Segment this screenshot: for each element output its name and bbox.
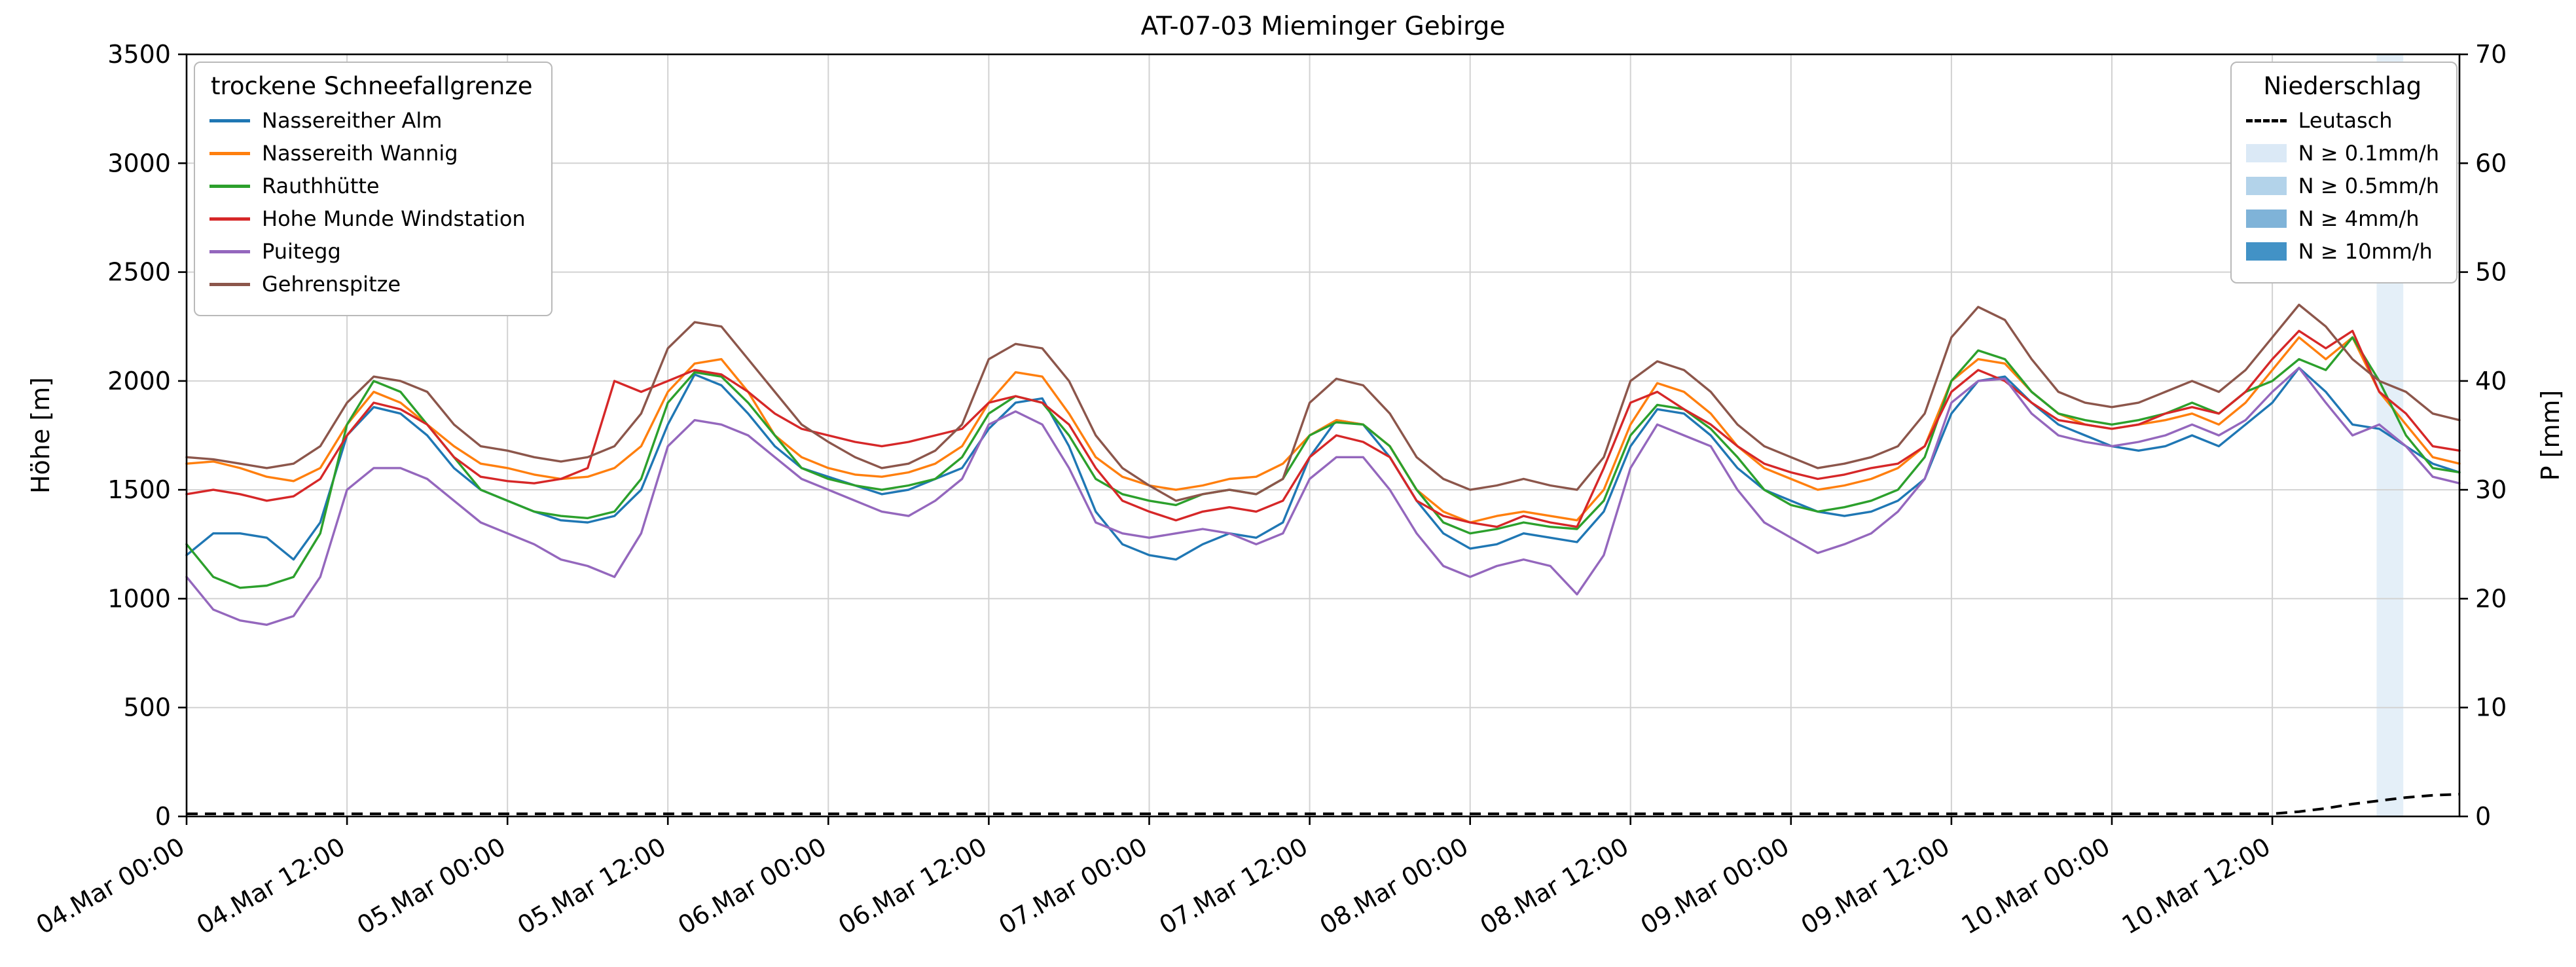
x-tick-label: 10.Mar 12:00 bbox=[2117, 832, 2276, 940]
legend-item-nassereith-wannig: Nassereith Wannig bbox=[209, 141, 534, 166]
legend-item-rauthh-tte: Rauthhütte bbox=[209, 173, 534, 198]
x-tick-label: 08.Mar 12:00 bbox=[1475, 832, 1633, 940]
y-left-tick-label: 2500 bbox=[107, 258, 171, 287]
series-hohe-munde-windstation bbox=[185, 329, 2461, 528]
legend-item-label: Nassereither Alm bbox=[262, 108, 443, 133]
y-axis-left-label: Höhe [m] bbox=[26, 376, 55, 494]
chart-title: AT-07-03 Mieminger Gebirge bbox=[1140, 12, 1506, 41]
x-tick-label: 09.Mar 12:00 bbox=[1796, 832, 1955, 940]
x-tick-label: 07.Mar 12:00 bbox=[1154, 832, 1313, 940]
legend-line-swatch bbox=[209, 184, 250, 188]
legend-patch-swatch bbox=[2245, 177, 2287, 195]
y-left-tick-label: 2000 bbox=[107, 367, 171, 395]
legend-item-label: N ≥ 10mm/h bbox=[2298, 239, 2433, 264]
legend-precipitation: Niederschlag Leutasch N ≥ 0.1mm/h N ≥ 0.… bbox=[2230, 62, 2458, 283]
legend-snowfall-items: Nassereither Alm Nassereith Wannig Rauth… bbox=[207, 108, 537, 297]
y-left-tick-label: 3500 bbox=[107, 40, 171, 69]
legend-item-puitegg: Puitegg bbox=[209, 239, 534, 264]
legend-item-label: Puitegg bbox=[262, 239, 341, 264]
legend-line-swatch bbox=[209, 217, 250, 221]
y-left-tick-label: 500 bbox=[123, 693, 171, 722]
legend-item-label: Hohe Munde Windstation bbox=[262, 206, 526, 231]
legend-line-swatch bbox=[209, 249, 250, 253]
legend-precipitation-items: Leutasch N ≥ 0.1mm/h N ≥ 0.5mm/h N ≥ 4mm… bbox=[2243, 108, 2442, 264]
y-right-tick-label: 20 bbox=[2475, 584, 2507, 613]
x-tick-label: 06.Mar 12:00 bbox=[833, 832, 992, 940]
legend-snowfall-title: trockene Schneefallgrenze bbox=[211, 72, 533, 100]
legend-line-swatch bbox=[209, 119, 250, 122]
y-right-tick-label: 70 bbox=[2475, 40, 2507, 69]
x-tick-label: 08.Mar 00:00 bbox=[1315, 832, 1473, 940]
plot-border bbox=[185, 53, 2461, 818]
series-gehrenspitze bbox=[185, 303, 2461, 502]
x-tick-label: 10.Mar 00:00 bbox=[1957, 832, 2115, 940]
y-right-tick-label: 60 bbox=[2475, 149, 2507, 177]
x-tick-label: 04.Mar 00:00 bbox=[31, 832, 190, 940]
y-left-tick-label: 3000 bbox=[107, 149, 171, 177]
legend-item-gehrenspitze: Gehrenspitze bbox=[209, 272, 534, 297]
legend-item-label: Nassereith Wannig bbox=[262, 141, 458, 166]
legend-precipitation-title: Niederschlag bbox=[2263, 72, 2422, 100]
legend-item-label: Rauthhütte bbox=[262, 173, 380, 198]
x-tick-label: 06.Mar 00:00 bbox=[673, 832, 831, 940]
legend-item-label: Leutasch bbox=[2298, 108, 2393, 133]
legend-item-label: N ≥ 0.5mm/h bbox=[2298, 173, 2439, 198]
y-left-tick-label: 1500 bbox=[107, 475, 171, 504]
legend-item-n-0-5mm-h: N ≥ 0.5mm/h bbox=[2245, 173, 2439, 198]
legend-line-swatch bbox=[209, 151, 250, 155]
series-puitegg bbox=[185, 367, 2461, 626]
y-right-tick-label: 30 bbox=[2475, 475, 2507, 504]
y-right-tick-label: 40 bbox=[2475, 367, 2507, 395]
legend-item-nassereither-alm: Nassereither Alm bbox=[209, 108, 534, 133]
legend-item-label: Gehrenspitze bbox=[262, 272, 401, 297]
x-tick-label: 05.Mar 12:00 bbox=[513, 832, 671, 940]
x-tick-label: 04.Mar 12:00 bbox=[192, 832, 350, 940]
series-rauthh-tte bbox=[185, 336, 2461, 589]
y-left-tick-label: 1000 bbox=[107, 584, 171, 613]
series-leutasch-precip bbox=[187, 793, 2460, 815]
x-tick-label: 07.Mar 00:00 bbox=[994, 832, 1152, 940]
legend-patch-swatch bbox=[2245, 210, 2287, 228]
legend-item-label: N ≥ 4mm/h bbox=[2298, 206, 2420, 231]
legend-item-n-10mm-h: N ≥ 10mm/h bbox=[2245, 239, 2439, 264]
x-tick-label: 09.Mar 00:00 bbox=[1636, 832, 1794, 940]
y-right-tick-label: 10 bbox=[2475, 693, 2507, 722]
legend-snowfall-line: trockene Schneefallgrenze Nassereither A… bbox=[194, 62, 553, 316]
series-nassereither-alm bbox=[185, 367, 2461, 561]
legend-item-label: N ≥ 0.1mm/h bbox=[2298, 141, 2439, 166]
legend-item-n-4mm-h: N ≥ 4mm/h bbox=[2245, 206, 2439, 231]
y-axis-right-label: P [mm] bbox=[2536, 390, 2565, 481]
y-right-tick-label: 50 bbox=[2475, 258, 2507, 287]
legend-item-hohe-munde-windstation: Hohe Munde Windstation bbox=[209, 206, 534, 231]
y-right-tick-label: 0 bbox=[2475, 802, 2491, 831]
legend-item-n-0-1mm-h: N ≥ 0.1mm/h bbox=[2245, 141, 2439, 166]
y-left-tick-label: 0 bbox=[155, 802, 171, 831]
legend-line-swatch bbox=[209, 282, 250, 286]
legend-patch-swatch bbox=[2245, 144, 2287, 162]
x-tick-label: 05.Mar 00:00 bbox=[352, 832, 511, 940]
legend-patch-swatch bbox=[2245, 242, 2287, 261]
legend-item-leutasch: Leutasch bbox=[2245, 108, 2439, 133]
legend-dashed-swatch bbox=[2245, 119, 2287, 122]
